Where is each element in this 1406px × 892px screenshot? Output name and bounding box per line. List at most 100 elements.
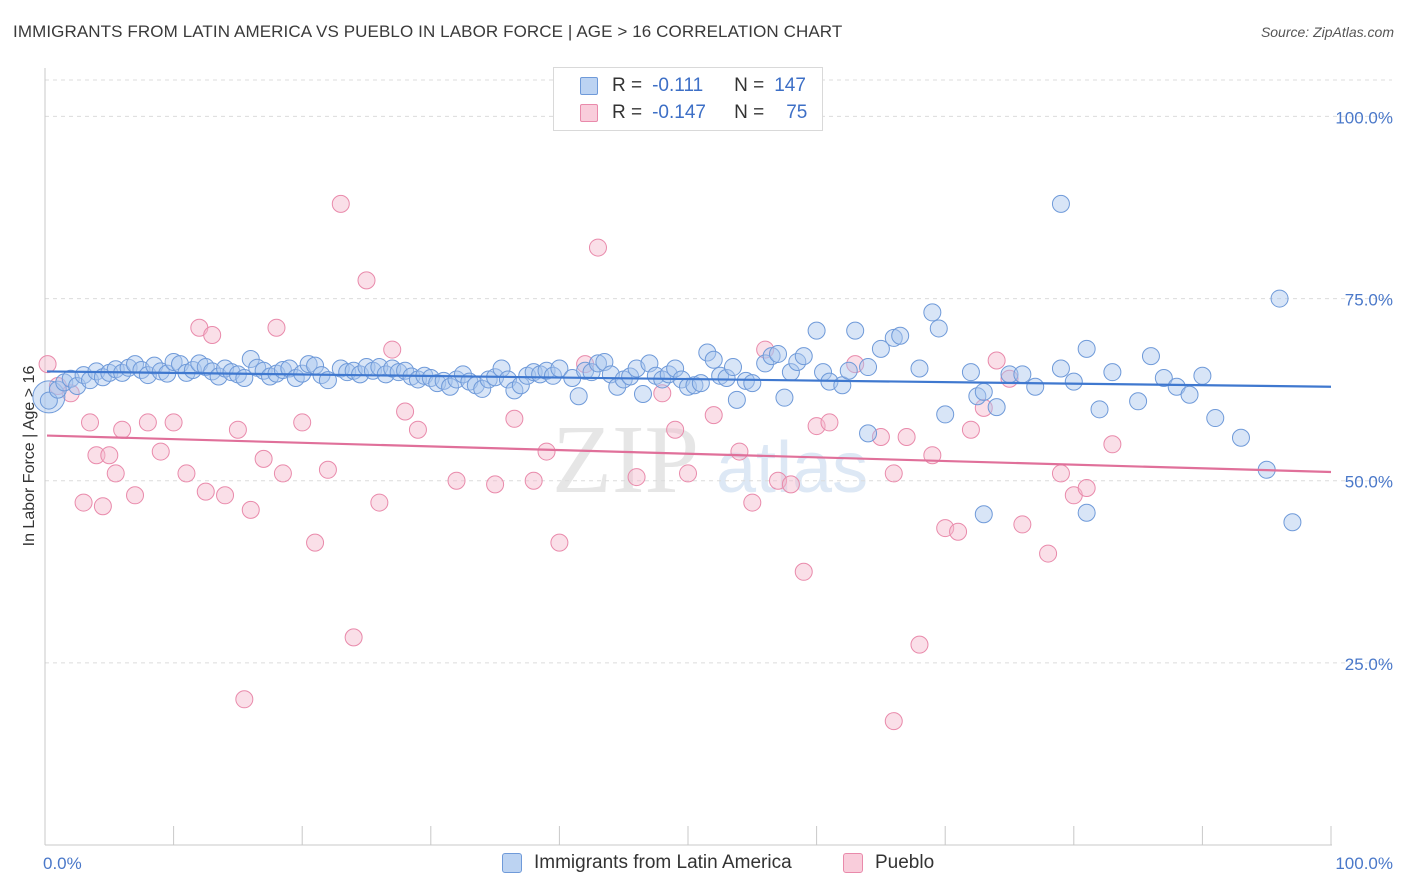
pueblo-point xyxy=(383,340,402,359)
latin-america-point xyxy=(1090,400,1109,419)
latin-america-point xyxy=(1051,359,1070,378)
pueblo-point xyxy=(949,522,968,541)
watermark-zip: ZIP xyxy=(552,406,699,514)
pueblo-point xyxy=(794,562,813,581)
pueblo-point xyxy=(884,464,903,483)
r-label: R = xyxy=(612,102,643,123)
n-value: 147 xyxy=(774,75,806,96)
pueblo-point xyxy=(254,449,273,468)
latin-america-point xyxy=(1103,363,1122,382)
latin-america-point xyxy=(48,380,67,399)
latin-america-point xyxy=(704,350,723,369)
latin-america-point xyxy=(769,344,788,363)
latin-america-point xyxy=(936,405,955,424)
pueblo-point xyxy=(627,468,646,487)
latin-america-point xyxy=(807,321,826,340)
legend-label: Pueblo xyxy=(875,852,935,873)
latin-america-point xyxy=(569,387,588,406)
latin-america-point xyxy=(151,362,170,381)
legend-pink-swatch xyxy=(843,853,863,873)
latin-america-point xyxy=(859,424,878,443)
latin-america-point xyxy=(910,359,929,378)
latin-america-point xyxy=(666,359,685,378)
pueblo-point xyxy=(318,460,337,479)
latin-america-point xyxy=(961,363,980,382)
pueblo-point xyxy=(87,446,106,465)
pueblo-point xyxy=(408,420,427,439)
latin-america-point xyxy=(691,374,710,393)
latin-america-point xyxy=(727,390,746,409)
latin-america-point xyxy=(1129,392,1148,411)
n-value: 75 xyxy=(786,102,808,123)
pueblo-point xyxy=(196,482,215,501)
pueblo-point xyxy=(106,464,125,483)
latin-america-point xyxy=(299,355,318,374)
pueblo-point xyxy=(241,500,260,519)
latin-america-point xyxy=(794,347,813,366)
y-tick-labels: 25.0% 50.0% 75.0% 100.0% xyxy=(1335,108,1393,673)
latin-america-point xyxy=(1026,377,1045,396)
pueblo-point xyxy=(164,413,183,432)
latin-america-point xyxy=(1270,289,1289,308)
source-label: Source: ZipAtlas.com xyxy=(1260,24,1394,40)
pueblo-point xyxy=(1051,464,1070,483)
pueblo-point xyxy=(293,413,312,432)
latin-america-point xyxy=(923,303,942,322)
pueblo-point xyxy=(126,486,145,505)
latin-america-point xyxy=(743,374,762,393)
pueblo-point xyxy=(679,464,697,483)
latin-america-point xyxy=(974,382,993,401)
pueblo-point xyxy=(486,475,505,494)
latin-america-point xyxy=(775,388,794,407)
latin-america-point xyxy=(974,505,993,524)
pueblo-trend-line xyxy=(46,434,1332,474)
x-tick-label-max: 100.0% xyxy=(1335,854,1393,873)
pueblo-point xyxy=(1077,479,1096,497)
latin-america-point xyxy=(762,347,781,366)
pueblo-point xyxy=(100,446,119,465)
pueblo-point xyxy=(228,420,247,439)
latin-america-point xyxy=(871,339,890,358)
pueblo-point xyxy=(550,533,569,552)
latin-america-point xyxy=(987,398,1006,417)
latin-america-point xyxy=(1154,368,1173,387)
pueblo-point xyxy=(216,486,235,505)
pueblo-point xyxy=(81,413,100,432)
latin-america-point xyxy=(839,361,858,380)
pueblo-point xyxy=(730,442,749,461)
n-label: N = xyxy=(734,75,765,96)
latin-america-point xyxy=(164,352,183,371)
y-tick-label: 50.0% xyxy=(1345,473,1393,492)
y-tick-label: 75.0% xyxy=(1345,291,1393,310)
pueblo-point xyxy=(910,635,929,654)
pueblo-point xyxy=(74,493,93,512)
pueblo-point xyxy=(1103,435,1122,454)
stats-row-latin-america: R = -0.111 N = 147 xyxy=(554,73,806,99)
watermark-atlas: atlas xyxy=(716,428,868,508)
pueblo-point xyxy=(524,471,543,490)
latin-america-point xyxy=(685,376,704,395)
pueblo-point xyxy=(505,409,524,428)
pueblo-point xyxy=(704,406,723,425)
latin-america-point xyxy=(453,365,472,384)
pueblo-point xyxy=(666,420,685,439)
pueblo-point xyxy=(38,355,57,374)
r-label: R = xyxy=(612,75,643,96)
latin-america-point xyxy=(1051,194,1070,213)
r-value: -0.147 xyxy=(652,102,706,123)
latin-america-point xyxy=(698,343,717,362)
pueblo-point xyxy=(820,413,839,432)
legend-item-pueblo[interactable]: Pueblo xyxy=(843,852,934,874)
latin-america-point xyxy=(479,370,498,389)
latin-america-point xyxy=(884,328,903,347)
latin-america-point xyxy=(846,321,865,340)
n-label: N = xyxy=(734,102,765,123)
latin-america-point xyxy=(891,326,910,345)
x-tick-label-min: 0.0% xyxy=(43,854,82,873)
y-tick-label: 100.0% xyxy=(1335,108,1393,127)
pueblo-point xyxy=(306,533,325,552)
chart-title: IMMIGRANTS FROM LATIN AMERICA VS PUEBLO … xyxy=(13,22,843,41)
trend-lines xyxy=(46,370,1332,474)
legend-item-latin-america[interactable]: Immigrants from Latin America xyxy=(502,852,792,874)
